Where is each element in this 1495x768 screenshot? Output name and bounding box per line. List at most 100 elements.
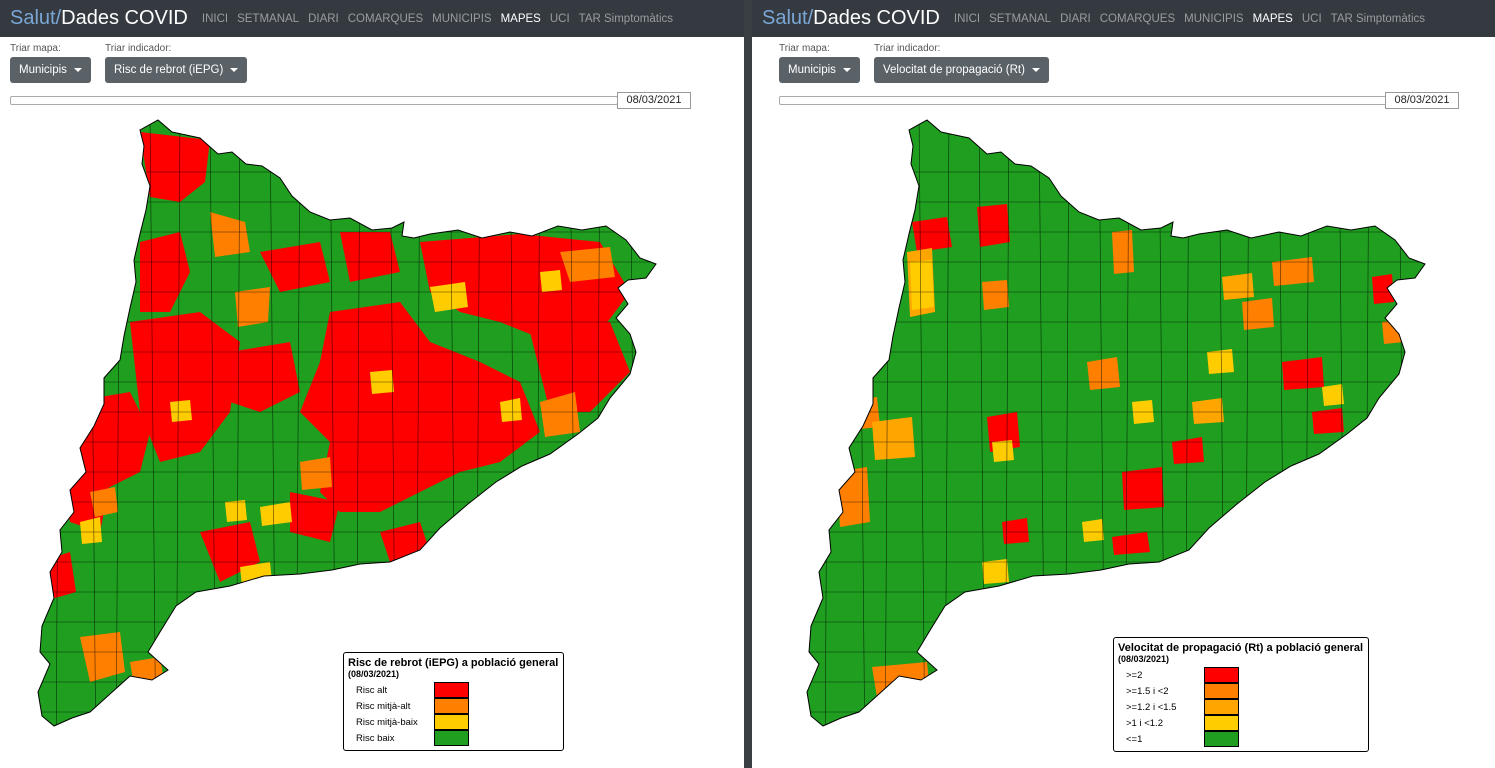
region[interactable] xyxy=(1242,298,1274,330)
region[interactable] xyxy=(260,502,292,526)
nav-item-municipis[interactable]: MUNICIPIS xyxy=(1184,12,1244,25)
date-display[interactable]: 08/03/2021 xyxy=(617,92,691,109)
region[interactable] xyxy=(910,260,934,310)
nav-item-inici[interactable]: INICI xyxy=(201,12,229,25)
region[interactable] xyxy=(912,217,952,252)
map-select-dropdown[interactable]: Municipis xyxy=(779,57,860,83)
region[interactable] xyxy=(1122,467,1164,510)
navbar: Salut/Dades COVID INICI SETMANAL DIARI C… xyxy=(752,0,1495,37)
nav-item-comarques[interactable]: COMARQUES xyxy=(1099,12,1176,25)
region[interactable] xyxy=(230,342,300,412)
date-slider[interactable] xyxy=(779,96,1387,105)
catalonia-outline xyxy=(37,119,657,727)
brand-dades-covid: Dades COVID xyxy=(61,7,188,29)
region[interactable] xyxy=(1322,384,1344,406)
municipalities-map[interactable] xyxy=(752,112,1495,768)
region[interactable] xyxy=(300,302,540,512)
caret-down-icon xyxy=(73,68,82,72)
brand-salut: Salut/ xyxy=(10,7,62,29)
legend-swatch xyxy=(434,730,469,746)
region[interactable] xyxy=(837,467,870,527)
nav-item-uci[interactable]: UCI xyxy=(1301,12,1322,25)
region[interactable] xyxy=(430,282,468,312)
municipalities-map[interactable] xyxy=(0,112,744,768)
legend-swatch xyxy=(1204,667,1239,683)
nav-item-diari[interactable]: DIARI xyxy=(1060,12,1091,25)
nav-item-inici[interactable]: INICI xyxy=(953,12,981,25)
region[interactable] xyxy=(992,440,1014,462)
region[interactable] xyxy=(1172,437,1204,464)
region[interactable] xyxy=(1272,257,1314,286)
region[interactable] xyxy=(80,632,125,682)
region[interactable] xyxy=(1282,357,1324,390)
legend-item: >1 i <1.2 xyxy=(1118,715,1364,731)
region[interactable] xyxy=(500,398,522,422)
region[interactable] xyxy=(260,242,330,292)
legend-item: Risc alt xyxy=(348,682,559,698)
region[interactable] xyxy=(340,232,400,282)
region[interactable] xyxy=(1372,274,1394,304)
nav-item-mapes[interactable]: MAPES xyxy=(1252,12,1293,25)
region[interactable] xyxy=(1112,230,1134,274)
region[interactable] xyxy=(982,280,1009,310)
nav-item-tar-simptomatics[interactable]: TAR Simptomàtics xyxy=(1330,12,1426,25)
indicator-select-dropdown[interactable]: Risc de rebrot (iEPG) xyxy=(105,57,248,83)
region[interactable] xyxy=(1207,349,1234,374)
nav-menu: INICI SETMANAL DIARI COMARQUES MUNICIPIS… xyxy=(954,13,1434,25)
nav-item-tar-simptomatics[interactable]: TAR Simptomàtics xyxy=(578,12,674,25)
region[interactable] xyxy=(1222,273,1254,300)
legend-item: <=1 xyxy=(1118,731,1364,747)
region[interactable] xyxy=(290,492,340,542)
region[interactable] xyxy=(530,322,630,412)
legend-item-label: >=2 xyxy=(1126,669,1143,681)
nav-item-mapes[interactable]: MAPES xyxy=(500,12,541,25)
legend-item-label: Risc alt xyxy=(356,684,388,696)
region[interactable] xyxy=(210,212,250,257)
brand-logo[interactable]: Salut/Dades COVID xyxy=(10,7,188,30)
region[interactable] xyxy=(1002,518,1029,544)
nav-item-diari[interactable]: DIARI xyxy=(308,12,339,25)
region[interactable] xyxy=(982,559,1009,584)
region[interactable] xyxy=(560,247,615,282)
region[interactable] xyxy=(140,132,210,202)
nav-item-uci[interactable]: UCI xyxy=(549,12,570,25)
legend-title: Risc de rebrot (iEPG) a població general xyxy=(348,657,559,669)
right-panel: Salut/Dades COVID INICI SETMANAL DIARI C… xyxy=(752,0,1495,768)
legend-item: >=1.5 i <2 xyxy=(1118,683,1364,699)
indicator-select-dropdown[interactable]: Velocitat de propagació (Rt) xyxy=(874,57,1049,83)
legend-swatch xyxy=(1204,683,1239,699)
region[interactable] xyxy=(540,270,562,292)
date-slider[interactable] xyxy=(10,96,618,105)
region[interactable] xyxy=(300,457,332,490)
nav-menu: INICI SETMANAL DIARI COMARQUES MUNICIPIS… xyxy=(202,13,682,25)
region[interactable] xyxy=(170,400,192,422)
brand-dades-covid: Dades COVID xyxy=(813,7,940,29)
region[interactable] xyxy=(225,500,247,522)
region[interactable] xyxy=(1192,398,1224,424)
nav-item-setmanal[interactable]: SETMANAL xyxy=(989,12,1052,25)
region[interactable] xyxy=(1112,532,1150,555)
map-legend: Velocitat de propagació (Rt) a població … xyxy=(1113,637,1369,752)
region[interactable] xyxy=(130,312,240,462)
nav-item-setmanal[interactable]: SETMANAL xyxy=(237,12,300,25)
region[interactable] xyxy=(235,287,270,327)
brand-salut: Salut/ xyxy=(762,7,814,29)
nav-item-comarques[interactable]: COMARQUES xyxy=(347,12,424,25)
pane-divider xyxy=(744,0,752,768)
brand-logo[interactable]: Salut/Dades COVID xyxy=(762,7,940,30)
region[interactable] xyxy=(1082,519,1104,542)
left-panel: Salut/Dades COVID INICI SETMANAL DIARI C… xyxy=(0,0,744,768)
region[interactable] xyxy=(1087,357,1120,390)
region[interactable] xyxy=(1312,408,1344,434)
region[interactable] xyxy=(977,204,1010,247)
region[interactable] xyxy=(540,392,580,437)
date-display[interactable]: 08/03/2021 xyxy=(1385,92,1459,109)
indicator-select-label: Triar indicador: xyxy=(105,43,172,54)
map-select-dropdown[interactable]: Municipis xyxy=(10,57,91,83)
legend-swatch xyxy=(1204,699,1239,715)
nav-item-municipis[interactable]: MUNICIPIS xyxy=(432,12,492,25)
region[interactable] xyxy=(872,417,915,460)
region[interactable] xyxy=(80,517,102,544)
legend-swatch xyxy=(434,714,469,730)
indicator-select-value: Velocitat de propagació (Rt) xyxy=(883,64,1025,76)
